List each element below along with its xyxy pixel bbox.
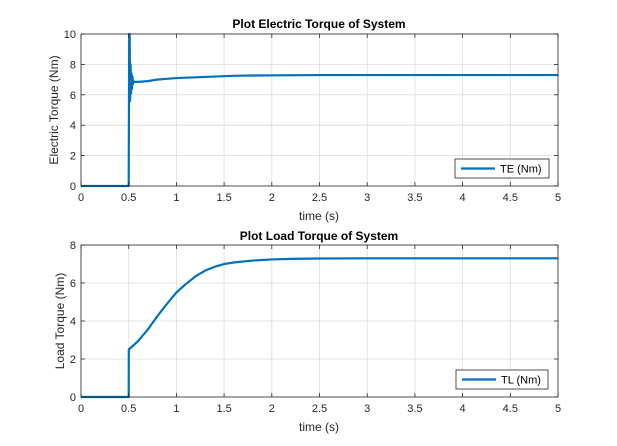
- load-torque-series: [81, 257, 558, 399]
- load-torque-xtick-label-6: 3: [364, 403, 370, 415]
- load-torque-ytick-label-4: 8: [70, 240, 76, 252]
- load-torque-plot: Plot Load Torque of System 0 0.5 1 1.5 2 2.5 3…: [53, 229, 561, 434]
- load-torque-legend-label: TL (Nm): [501, 375, 541, 387]
- electric-torque-ticks: 0 0.5 1 1.5 2 2.5 3 3.5 4 4.5 5 0 2 4 6 8 10: [64, 29, 561, 204]
- electric-torque-ytick-label-3: 6: [70, 90, 76, 102]
- electric-torque-ytick-label-5: 10: [64, 29, 76, 41]
- electric-torque-legend-box: [454, 158, 550, 179]
- load-torque-ticks: 0 0.5 1 1.5 2 2.5 3 3.5 4 4.5 5 0 2 4 6 8: [70, 240, 561, 415]
- electric-torque-legend-label: TE (Nm): [500, 164, 542, 176]
- electric-torque-series: [81, 32, 558, 188]
- load-torque-xtick-label-7: 3.5: [407, 403, 422, 415]
- electric-torque-xtick-label-6: 3: [364, 192, 370, 204]
- load-torque-xtick-label-0: 0: [78, 403, 84, 415]
- load-torque-ytick-label-1: 2: [70, 354, 76, 366]
- load-torque-ytick-label-3: 6: [70, 278, 76, 290]
- load-torque-ytick-label-2: 4: [70, 316, 76, 328]
- electric-torque-ytick-label-2: 4: [70, 120, 76, 132]
- load-torque-xtick-label-4: 2: [269, 403, 275, 415]
- electric-torque-title: Plot Electric Torque of System: [232, 17, 405, 31]
- load-torque-xlabel: time (s): [299, 420, 339, 434]
- load-torque-series-line-0: [81, 257, 558, 399]
- load-torque-ylabel: Load Torque (Nm): [53, 273, 67, 370]
- electric-torque-ytick-label-4: 8: [70, 59, 76, 71]
- electric-torque-xtick-label-9: 4.5: [503, 192, 518, 204]
- electric-torque-xlabel: time (s): [299, 209, 339, 223]
- electric-torque-xtick-label-4: 2: [269, 192, 275, 204]
- load-torque-legend-box: [455, 369, 549, 390]
- electric-torque-xtick-label-3: 1.5: [216, 192, 231, 204]
- electric-torque-xtick-label-5: 2.5: [312, 192, 327, 204]
- load-torque-ytick-label-0: 0: [70, 392, 76, 404]
- load-torque-xtick-label-3: 1.5: [216, 403, 231, 415]
- electric-torque-xtick-label-0: 0: [78, 192, 84, 204]
- electric-torque-xtick-label-8: 4: [460, 192, 466, 204]
- electric-torque-xtick-label-10: 5: [555, 192, 561, 204]
- load-torque-xtick-label-2: 1: [173, 403, 179, 415]
- load-torque-xtick-label-9: 4.5: [503, 403, 518, 415]
- electric-torque-ylabel: Electric Torque (Nm): [47, 55, 61, 164]
- electric-torque-plot: Plot Electric Torque of System 0 0.5 1 1.5 2…: [47, 17, 561, 223]
- electric-torque-series-line-0: [81, 32, 558, 188]
- electric-torque-ytick-label-0: 0: [70, 181, 76, 193]
- load-torque-xtick-label-1: 0.5: [121, 403, 136, 415]
- load-torque-xtick-label-10: 5: [555, 403, 561, 415]
- load-torque-xtick-label-8: 4: [460, 403, 466, 415]
- electric-torque-xtick-label-2: 1: [173, 192, 179, 204]
- electric-torque-ytick-label-1: 2: [70, 151, 76, 163]
- electric-torque-xtick-label-1: 0.5: [121, 192, 136, 204]
- load-torque-legend: TL (Nm): [455, 369, 549, 390]
- load-torque-xtick-label-5: 2.5: [312, 403, 327, 415]
- load-torque-title: Plot Load Torque of System: [240, 229, 398, 243]
- electric-torque-legend: TE (Nm): [454, 158, 550, 179]
- electric-torque-xtick-label-7: 3.5: [407, 192, 422, 204]
